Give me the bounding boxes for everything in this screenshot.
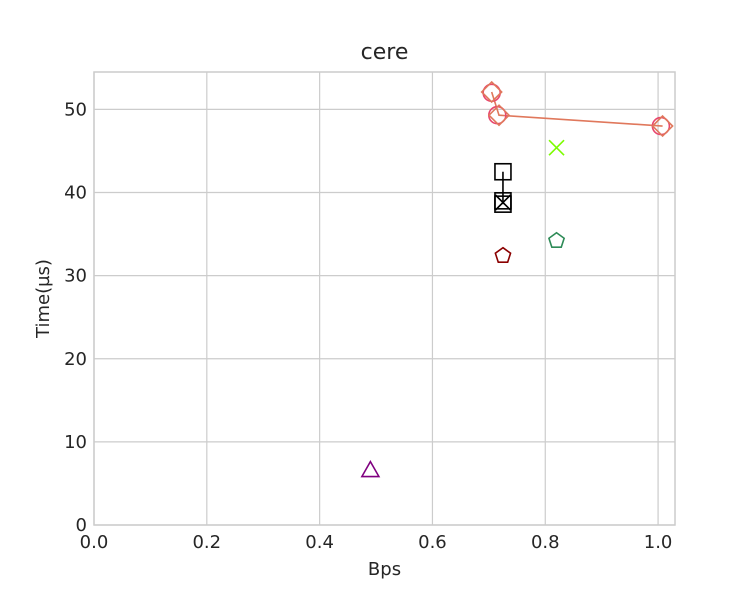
y-tick-label: 10 xyxy=(64,432,87,453)
diamond-marker xyxy=(487,104,511,127)
x-tick-label: 1.0 xyxy=(644,532,673,553)
x-tick-labels: 0.0 0.2 0.4 0.6 0.8 1.0 xyxy=(80,532,673,553)
x-tick-label: 0.4 xyxy=(305,532,334,553)
x-marker xyxy=(494,194,512,211)
x-tick-label: 0.0 xyxy=(80,532,109,553)
plot-frame xyxy=(93,71,676,526)
y-tick-label: 30 xyxy=(64,266,87,287)
pentagon-marker xyxy=(494,246,512,263)
square-marker xyxy=(494,162,512,181)
pentagon-marker xyxy=(547,231,566,248)
y-tick-label: 20 xyxy=(64,349,87,370)
x-tick-label: 0.6 xyxy=(418,532,447,553)
y-tick-labels: 0 10 20 30 40 50 xyxy=(64,99,87,536)
triangle-marker xyxy=(360,460,381,478)
chart-title: cere xyxy=(361,40,409,65)
x-marker xyxy=(548,139,565,156)
square-marker xyxy=(494,195,512,213)
y-axis-label: Time(µs) xyxy=(33,259,54,339)
diamond-marker xyxy=(480,80,503,104)
diamond-marker xyxy=(651,114,674,138)
plot-area xyxy=(94,72,675,525)
y-tick-label: 50 xyxy=(64,99,87,120)
x-tick-label: 0.8 xyxy=(531,532,560,553)
y-tick-label: 0 xyxy=(76,515,87,536)
data-markers xyxy=(360,80,674,478)
x-tick-label: 0.2 xyxy=(192,532,221,553)
y-tick-label: 40 xyxy=(64,183,87,204)
x-axis-label: Bps xyxy=(368,559,401,580)
